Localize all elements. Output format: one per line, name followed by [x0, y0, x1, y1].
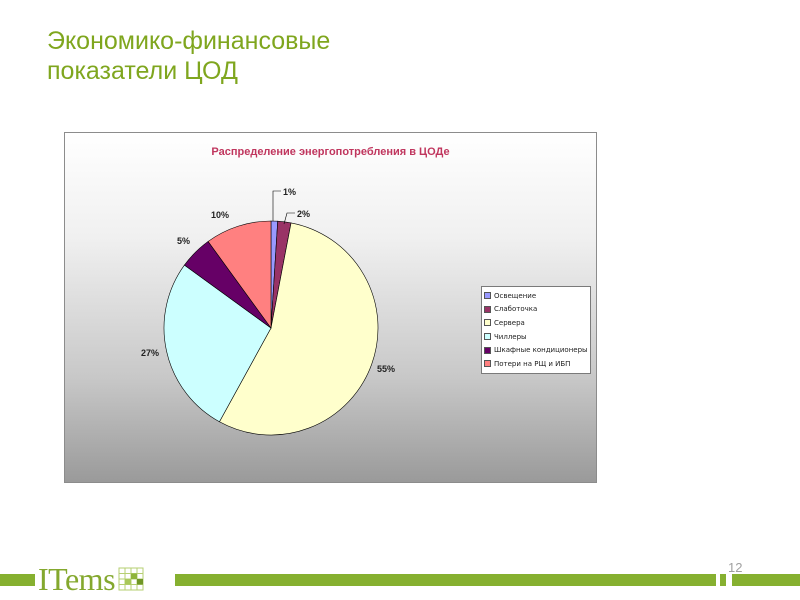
data-label-4: 27%	[141, 348, 159, 358]
footer-bar-tick	[720, 574, 726, 586]
legend-label: Шкафные кондиционеры	[494, 346, 588, 355]
legend-item: Сервера	[484, 316, 588, 330]
legend-swatch	[484, 292, 491, 300]
page-number: 12	[728, 560, 743, 575]
data-label-2: 2%	[297, 209, 310, 219]
footer-bar-left	[0, 574, 35, 586]
legend-swatch	[484, 333, 491, 341]
pie-chart: 1% 2% 55% 27% 5% 10%	[141, 187, 395, 436]
logo: ITems	[38, 561, 149, 597]
pie-slice-6	[207, 220, 272, 329]
slide-title: Экономико-финансовые показатели ЦОД	[47, 26, 330, 86]
footer-bar-end	[732, 574, 800, 586]
data-label-6: 10%	[211, 210, 229, 220]
chart-legend: Освещение Слаботочка Сервера Чиллеры Шкафные…	[481, 286, 591, 374]
leader-line-2	[283, 212, 295, 225]
legend-item: Освещение	[484, 289, 588, 303]
legend-item: Чиллеры	[484, 330, 588, 344]
legend-label: Сервера	[494, 318, 525, 327]
leader-line-1	[272, 190, 281, 221]
legend-item: Слаботочка	[484, 303, 588, 317]
legend-label: Освещение	[494, 291, 537, 300]
pie-slice-3	[219, 222, 379, 436]
legend-swatch	[484, 346, 491, 354]
pie-slice-4	[163, 264, 272, 423]
slide-title-line1: Экономико-финансовые	[47, 27, 331, 55]
grid-cube-icon	[118, 567, 144, 591]
footer-bar-right	[175, 574, 716, 586]
legend-swatch	[484, 360, 491, 368]
chart-title: Распределение энергопотребления в ЦОДе	[211, 146, 450, 158]
legend-label: Потери на РЩ и ИБП	[494, 359, 571, 368]
data-label-3: 55%	[377, 364, 395, 374]
logo-text: ITems	[38, 561, 116, 597]
data-label-1: 1%	[283, 187, 296, 197]
legend-item: Потери на РЩ и ИБП	[484, 357, 588, 371]
legend-label: Чиллеры	[494, 332, 527, 341]
legend-label: Слаботочка	[494, 305, 538, 314]
legend-swatch	[484, 319, 491, 327]
legend-swatch	[484, 305, 491, 313]
chart-frame: Распределение энергопотребления в ЦОДе 1…	[64, 132, 597, 483]
data-label-5: 5%	[177, 236, 190, 246]
legend-item: Шкафные кондиционеры	[484, 343, 588, 357]
slide-title-line2: показатели ЦОД	[47, 57, 238, 85]
